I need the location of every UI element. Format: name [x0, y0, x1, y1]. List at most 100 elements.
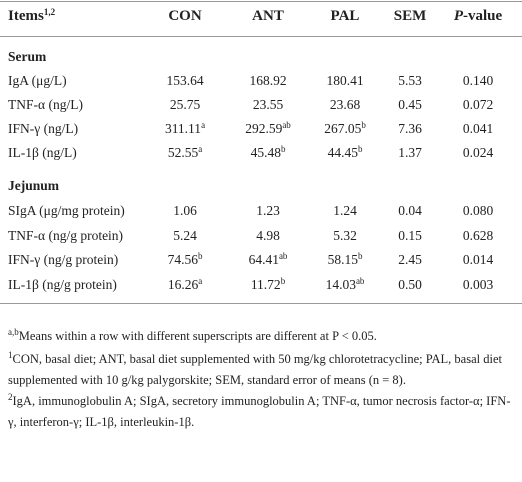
footnote: 1CON, basal diet; ANT, basal diet supple… — [8, 349, 516, 391]
cell-italic: P — [453, 8, 463, 24]
cell-text: 4.98 — [256, 227, 280, 243]
cell: IFN-γ (ng/L) — [8, 120, 78, 138]
cell: 45.48b — [251, 144, 286, 162]
header-cell: ANT — [252, 7, 284, 25]
cell: 0.014 — [463, 251, 493, 269]
cell-text: SEM — [393, 8, 427, 24]
cell: 4.98 — [256, 227, 280, 245]
cell: 0.628 — [463, 227, 493, 245]
cell-text: 0.072 — [462, 97, 494, 112]
superscript: 1,2 — [43, 7, 56, 17]
cell-text: 180.41 — [326, 73, 364, 88]
cell-text: 0.04 — [398, 203, 422, 218]
superscript: b — [280, 275, 286, 286]
cell-text: 16.26 — [167, 276, 199, 292]
cell-text: 11.72 — [250, 276, 281, 292]
cell: 153.64 — [166, 72, 203, 90]
footnote-text: CON, basal diet; ANT, basal diet supplem… — [8, 352, 502, 387]
cell: 5.24 — [173, 227, 197, 245]
cell-text: 5.32 — [333, 227, 357, 243]
footnote: a,bMeans within a row with different sup… — [8, 326, 516, 347]
cell-text: 0.45 — [398, 97, 422, 112]
cell-text: 1.23 — [256, 203, 280, 218]
cell: 5.32 — [333, 227, 357, 245]
cell-text: PAL — [330, 8, 360, 24]
cell-text: 0.041 — [462, 121, 494, 136]
cell-text: 0.003 — [462, 276, 494, 292]
cell-text: 0.014 — [462, 252, 494, 267]
cell-text: TNF-α (ng/L) — [8, 97, 83, 112]
cell-text: 1.24 — [333, 203, 357, 218]
rule — [0, 36, 522, 37]
cell: TNF-α (ng/L) — [8, 96, 83, 114]
cell: 23.68 — [330, 96, 360, 114]
cell-text: 74.56 — [167, 252, 198, 267]
cell-text: Serum — [8, 49, 47, 64]
superscript: a — [201, 120, 206, 130]
cell-text: 0.628 — [462, 227, 494, 243]
superscript: ab — [278, 251, 288, 261]
cell: SIgA (μg/mg protein) — [8, 202, 125, 220]
cell: 44.45b — [328, 144, 363, 162]
cell-text: 168.92 — [249, 73, 287, 88]
cell-text: 5.24 — [173, 227, 197, 243]
rule — [0, 1, 522, 2]
cell-text: 1.37 — [398, 145, 422, 160]
cell-text: 0.50 — [398, 276, 422, 292]
cell-text: 1.06 — [173, 203, 197, 218]
cell-text: 23.68 — [329, 97, 361, 112]
superscript: b — [280, 144, 286, 154]
cell: 0.072 — [463, 96, 493, 114]
superscript: a,b — [8, 327, 19, 337]
cell: 2.45 — [398, 251, 422, 269]
cell: 14.03ab — [326, 276, 365, 294]
cell-text: CON — [168, 8, 202, 24]
cell-text: 267.05 — [324, 121, 362, 136]
cell: 23.55 — [253, 96, 283, 114]
cell-text: 25.75 — [169, 97, 201, 112]
cell: 292.59ab — [245, 120, 291, 138]
cell: 0.041 — [463, 120, 493, 138]
cell-text: Items — [8, 8, 44, 24]
section-title: Jejunum — [8, 177, 59, 195]
cell: 25.75 — [170, 96, 200, 114]
cell: 16.26a — [168, 276, 202, 294]
cell-text: 23.55 — [252, 97, 284, 112]
cell-text: -value — [463, 8, 503, 24]
cell-text: 0.15 — [398, 227, 422, 243]
cell-text: 64.41 — [248, 252, 279, 267]
cell-text: SIgA (μg/mg protein) — [8, 203, 125, 218]
cell: 7.36 — [398, 120, 422, 138]
cell-text: 45.48 — [250, 145, 281, 160]
superscript: b — [357, 144, 363, 154]
cell-text: IL-1β (ng/L) — [8, 145, 77, 160]
cell-text: 0.080 — [462, 203, 494, 218]
cell: 0.45 — [398, 96, 422, 114]
cell: 11.72b — [251, 276, 285, 294]
cell-text: ANT — [252, 8, 284, 24]
superscript: a — [198, 275, 203, 286]
cell: 311.11a — [165, 120, 205, 138]
rule — [0, 303, 522, 304]
header-cell: CON — [168, 7, 201, 25]
cell: 0.024 — [463, 144, 493, 162]
superscript: 1 — [8, 350, 13, 360]
header-cell: Items1,2 — [8, 7, 55, 25]
header-cell: PAL — [331, 7, 360, 25]
cell: 5.53 — [398, 72, 422, 90]
cell-text: 7.36 — [398, 121, 422, 136]
cell-text: IFN-γ (ng/g protein) — [8, 252, 119, 267]
header-cell: P-value — [454, 7, 502, 25]
cell-text: 14.03 — [325, 276, 356, 292]
cell: IgA (μg/L) — [8, 72, 67, 90]
footnote-text: IgA, immunoglobulin A; SIgA, secretory i… — [8, 394, 511, 429]
cell-text: 5.53 — [398, 73, 422, 88]
superscript: 2 — [8, 392, 13, 402]
cell-text: 0.024 — [462, 145, 494, 160]
superscript: ab — [282, 120, 291, 130]
cell-text: 2.45 — [398, 252, 422, 267]
cell: 168.92 — [249, 72, 286, 90]
footnote-text: Means within a row with different supers… — [18, 329, 377, 343]
cell-text: 44.45 — [327, 145, 358, 160]
